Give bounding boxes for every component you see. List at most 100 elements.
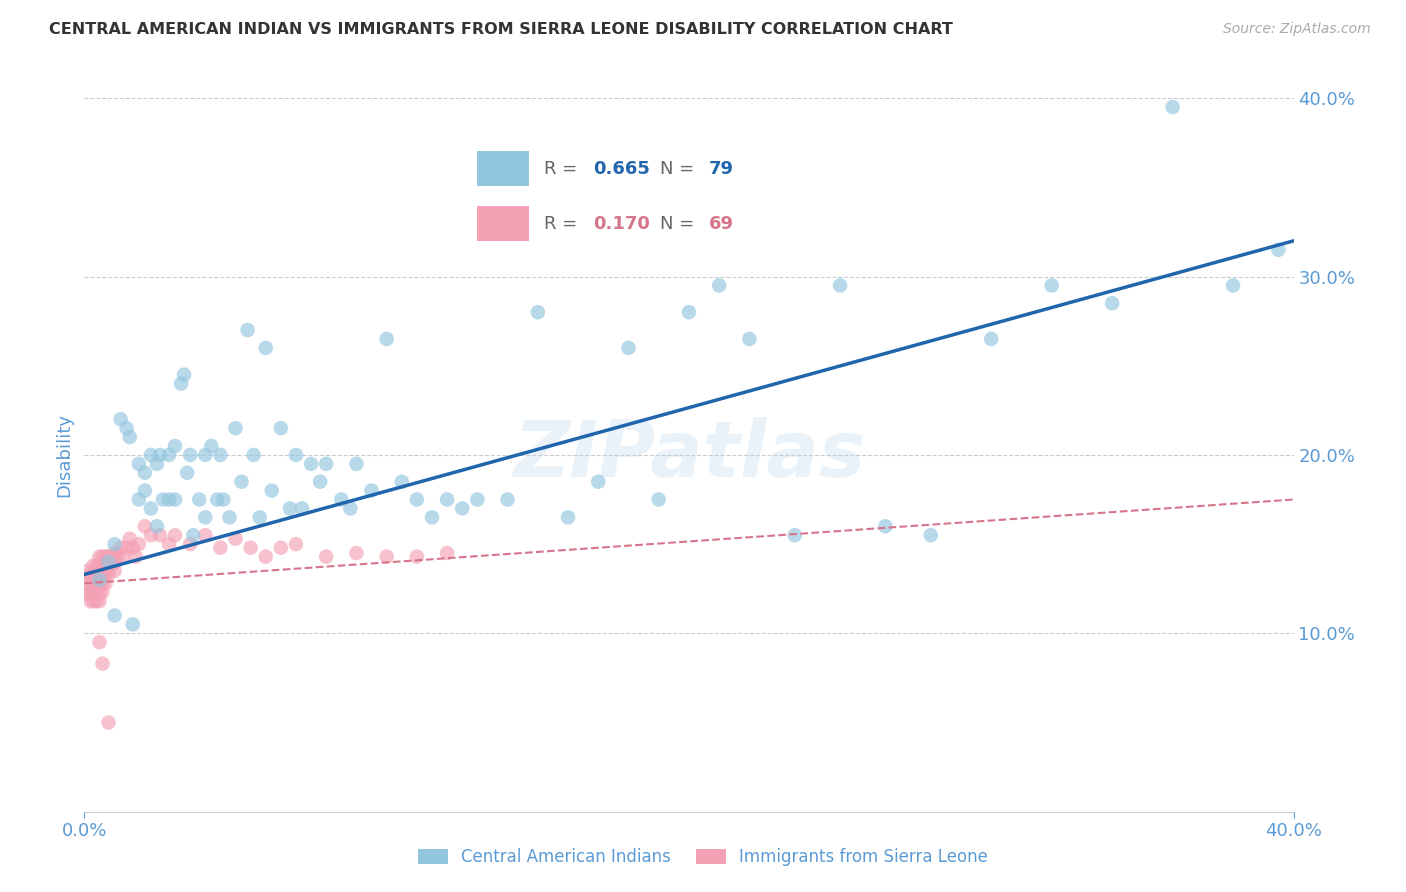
Point bbox=[436, 546, 458, 560]
Point bbox=[920, 528, 942, 542]
Point bbox=[146, 457, 169, 471]
Point bbox=[104, 564, 127, 578]
Point bbox=[89, 573, 111, 587]
Point bbox=[1040, 278, 1063, 293]
Point bbox=[139, 528, 162, 542]
Point bbox=[86, 576, 108, 591]
Text: Source: ZipAtlas.com: Source: ZipAtlas.com bbox=[1223, 22, 1371, 37]
Point bbox=[309, 475, 332, 489]
Point bbox=[118, 430, 141, 444]
Text: CENTRAL AMERICAN INDIAN VS IMMIGRANTS FROM SIERRA LEONE DISABILITY CORRELATION C: CENTRAL AMERICAN INDIAN VS IMMIGRANTS FR… bbox=[49, 22, 953, 37]
Point bbox=[467, 492, 489, 507]
Point bbox=[110, 412, 132, 426]
Point bbox=[89, 576, 111, 591]
Point bbox=[420, 510, 443, 524]
Point bbox=[299, 457, 322, 471]
Point bbox=[94, 576, 117, 591]
Point bbox=[173, 368, 195, 382]
Point bbox=[1267, 243, 1289, 257]
Point bbox=[496, 492, 519, 507]
Point bbox=[97, 549, 120, 564]
Point bbox=[527, 305, 550, 319]
Point bbox=[89, 567, 111, 582]
Point bbox=[89, 585, 111, 599]
Point bbox=[260, 483, 283, 498]
Point bbox=[89, 594, 111, 608]
Point bbox=[557, 510, 579, 524]
Point bbox=[79, 585, 101, 599]
Point bbox=[152, 492, 174, 507]
Point bbox=[783, 528, 806, 542]
Point bbox=[79, 576, 101, 591]
Point bbox=[91, 657, 114, 671]
Point bbox=[588, 475, 610, 489]
Point bbox=[97, 715, 120, 730]
Point bbox=[139, 448, 162, 462]
Point bbox=[79, 567, 101, 582]
Point bbox=[165, 439, 187, 453]
Point bbox=[134, 483, 156, 498]
Point bbox=[134, 466, 156, 480]
Point bbox=[128, 537, 150, 551]
Point bbox=[121, 541, 143, 555]
Point bbox=[278, 501, 301, 516]
Point bbox=[146, 519, 169, 533]
Point bbox=[94, 558, 117, 573]
Point bbox=[375, 549, 398, 564]
Point bbox=[125, 549, 148, 564]
Point bbox=[330, 492, 353, 507]
Point bbox=[375, 332, 398, 346]
Point bbox=[89, 635, 111, 649]
Point bbox=[1161, 100, 1184, 114]
Point bbox=[94, 567, 117, 582]
Point bbox=[218, 510, 240, 524]
Point bbox=[738, 332, 761, 346]
Point bbox=[225, 532, 247, 546]
Point bbox=[249, 510, 271, 524]
Point bbox=[86, 558, 108, 573]
Point bbox=[200, 439, 222, 453]
Point bbox=[139, 501, 162, 516]
Point bbox=[97, 567, 120, 582]
Point bbox=[194, 528, 217, 542]
Point bbox=[315, 457, 337, 471]
Point bbox=[76, 587, 98, 601]
Point bbox=[104, 555, 127, 569]
Point bbox=[830, 278, 852, 293]
Point bbox=[346, 457, 368, 471]
Point bbox=[112, 549, 135, 564]
Point bbox=[91, 567, 114, 582]
Point bbox=[254, 549, 277, 564]
Point bbox=[179, 537, 201, 551]
Point bbox=[76, 576, 98, 591]
Point bbox=[110, 541, 132, 555]
Point bbox=[91, 585, 114, 599]
Point bbox=[270, 541, 292, 555]
Point bbox=[451, 501, 474, 516]
Point bbox=[648, 492, 671, 507]
Point bbox=[170, 376, 193, 391]
Point bbox=[118, 532, 141, 546]
Point bbox=[157, 448, 180, 462]
Point bbox=[231, 475, 253, 489]
Point bbox=[176, 466, 198, 480]
Point bbox=[188, 492, 211, 507]
Point bbox=[181, 528, 204, 542]
Point bbox=[82, 576, 104, 591]
Point bbox=[709, 278, 731, 293]
Point bbox=[339, 501, 361, 516]
Point bbox=[82, 585, 104, 599]
Point bbox=[239, 541, 262, 555]
Point bbox=[1222, 278, 1244, 293]
Y-axis label: Disability: Disability bbox=[55, 413, 73, 497]
Point bbox=[254, 341, 277, 355]
Point bbox=[678, 305, 700, 319]
Point bbox=[194, 510, 217, 524]
Point bbox=[104, 608, 127, 623]
Point bbox=[149, 528, 172, 542]
Point bbox=[128, 457, 150, 471]
Point bbox=[209, 448, 232, 462]
Point bbox=[212, 492, 235, 507]
Point bbox=[107, 549, 129, 564]
Point bbox=[89, 558, 111, 573]
